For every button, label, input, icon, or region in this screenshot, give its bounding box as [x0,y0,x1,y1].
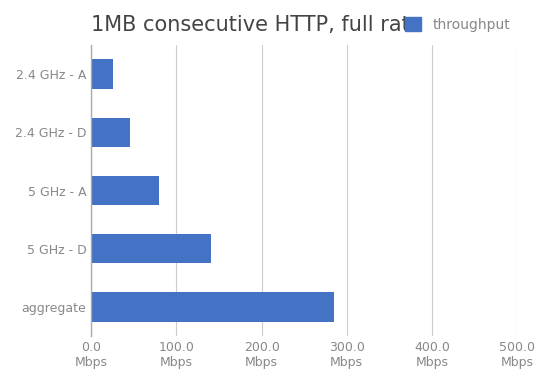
Bar [91,60,113,89]
Bar [91,234,211,263]
Bar [91,118,130,147]
Text: 1MB consecutive HTTP, full rate: 1MB consecutive HTTP, full rate [91,15,423,35]
Bar [91,176,160,205]
Legend: throughput: throughput [405,17,510,32]
Bar [91,293,334,321]
